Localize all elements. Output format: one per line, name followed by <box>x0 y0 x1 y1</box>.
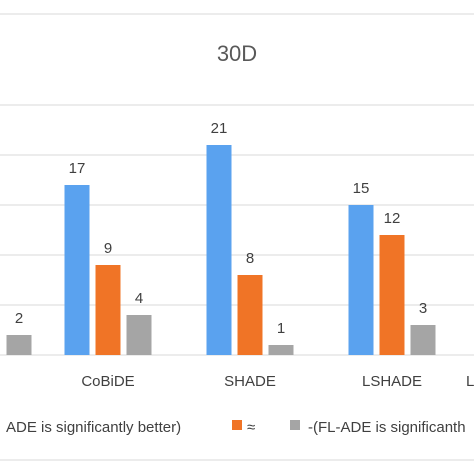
data-label: 9 <box>104 240 112 257</box>
data-label: 3 <box>419 300 427 317</box>
data-label: 2 <box>15 310 23 327</box>
bar <box>237 275 263 355</box>
data-label: 8 <box>246 250 254 267</box>
legend-swatch-worse <box>290 420 300 430</box>
bar <box>6 335 32 355</box>
data-label: 15 <box>353 180 370 197</box>
bar <box>126 315 152 355</box>
category-label: LSHADE <box>362 373 422 390</box>
bar <box>206 145 232 355</box>
data-labels: 17 21 15 9 8 12 2 4 1 3 <box>15 120 427 337</box>
bars <box>6 145 436 355</box>
bar <box>410 325 436 355</box>
data-label: 4 <box>135 290 143 307</box>
legend-swatch-equal <box>232 420 242 430</box>
legend-label-equal: ≈ <box>247 419 255 436</box>
category-label: CoBiDE <box>81 373 134 390</box>
data-label: 1 <box>277 320 285 337</box>
category-label: L <box>466 373 474 390</box>
legend-label-worse: -(FL-ADE is significanth <box>308 419 466 436</box>
legend-label-better: ADE is significantly better) <box>6 419 181 436</box>
data-label: 17 <box>69 160 86 177</box>
data-label: 21 <box>211 120 228 137</box>
legend: ADE is significantly better) ≈ -(FL-ADE … <box>6 419 466 436</box>
category-labels: CoBiDE SHADE LSHADE L <box>81 373 474 390</box>
bar <box>95 265 121 355</box>
category-label: SHADE <box>224 373 276 390</box>
bar <box>64 185 90 355</box>
data-label: 12 <box>384 210 401 227</box>
bar <box>268 345 294 355</box>
chart-title: 30D <box>217 41 257 66</box>
bar <box>379 235 405 355</box>
bar <box>348 205 374 355</box>
